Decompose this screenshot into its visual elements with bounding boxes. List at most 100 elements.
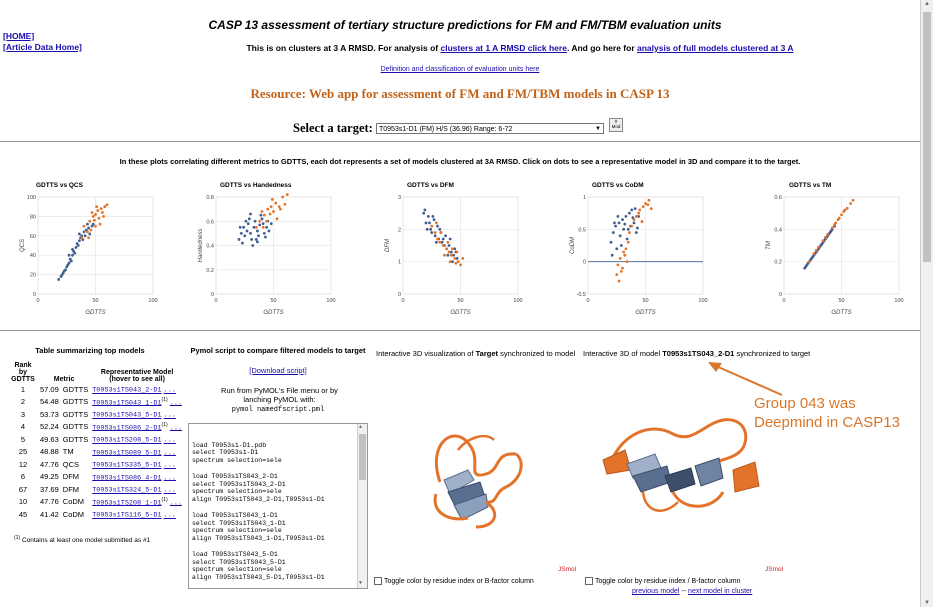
previous-model-link[interactable]: previous model bbox=[632, 588, 680, 595]
data-point bbox=[619, 269, 623, 273]
model-link[interactable]: T0953s1TS116_5-D1 bbox=[92, 511, 162, 520]
plot-svg[interactable]: 0 1 2 3 0 50 100 GDTTS DFM bbox=[383, 182, 533, 322]
plot-title: GDTTS vs QCS bbox=[36, 182, 83, 189]
y-tick-label: 0.4 bbox=[206, 244, 214, 250]
model-link[interactable]: T0953s1TS086_4-D1 bbox=[92, 474, 162, 482]
target-toggle-checkbox[interactable] bbox=[374, 577, 382, 585]
more-models-link[interactable]: ... bbox=[169, 399, 183, 407]
target-jsmol-viewer[interactable]: JSmol bbox=[376, 362, 581, 574]
y-axis-label: TM bbox=[766, 241, 772, 250]
definition-link[interactable]: Definition and classification of evaluat… bbox=[380, 66, 540, 73]
pymol-script-textarea[interactable]: load T0953s1-D1.pdb select T0953s1-D1 sp… bbox=[188, 423, 368, 589]
more-models-link[interactable]: ... bbox=[163, 474, 176, 482]
plot-svg[interactable]: 0 0.2 0.4 0.6 0.8 0 50 100 GDTTS Handedness bbox=[196, 182, 346, 322]
y-tick-label: 100 bbox=[27, 195, 36, 201]
model-jsmol-viewer[interactable]: JSmol bbox=[583, 362, 788, 574]
page-scroll-down-icon[interactable]: ▼ bbox=[924, 600, 930, 606]
model-link[interactable]: T0953s1TS208_1-D1 bbox=[92, 499, 162, 507]
table-row: 45 41.42 CoDM T0953s1TS116_5-D1 ... bbox=[8, 508, 184, 521]
model-toggle-label: Toggle color by residue index / B-factor… bbox=[595, 577, 741, 585]
target-caption-pre: Interactive 3D visualization of bbox=[376, 349, 474, 358]
y-tick-label: 60 bbox=[30, 234, 36, 240]
data-point bbox=[283, 202, 287, 206]
data-point bbox=[254, 225, 258, 229]
next-model-link[interactable]: next model in cluster bbox=[688, 588, 753, 595]
script-scrollbar[interactable]: ▲ ▼ bbox=[357, 424, 367, 588]
model-link[interactable]: T0953s1TS043_1-D1 bbox=[92, 399, 162, 407]
data-point bbox=[82, 224, 86, 228]
data-point bbox=[422, 211, 426, 215]
data-point bbox=[57, 278, 61, 281]
data-point bbox=[821, 239, 825, 243]
pymol-title: Pymol script to compare filtered models … bbox=[190, 346, 366, 355]
data-point bbox=[432, 218, 436, 222]
plot-title: GDTTS vs DFM bbox=[407, 182, 454, 189]
model-toggle[interactable]: Toggle color by residue index / B-factor… bbox=[585, 577, 805, 585]
home-link[interactable]: [HOME] bbox=[3, 31, 35, 41]
model-link[interactable]: T0953s1TS086_2-D1 bbox=[92, 424, 162, 432]
model-link[interactable]: T0953s1TS324_5-D1 bbox=[92, 486, 162, 495]
page-scroll-thumb[interactable] bbox=[923, 12, 931, 262]
metric-cell: GDTTS bbox=[62, 434, 89, 444]
data-point bbox=[836, 218, 840, 222]
data-point bbox=[630, 224, 634, 228]
data-point bbox=[461, 257, 465, 260]
model-link[interactable]: T0953s1TS208_5-D1 bbox=[92, 436, 162, 445]
more-models-link[interactable]: ... bbox=[163, 411, 176, 420]
target-select[interactable]: T0953s1-D1 (FM) H/S (36.96) Range: 6-72 … bbox=[376, 123, 604, 134]
model-cell: T0953s1TS086_2-D1(1) ... bbox=[90, 421, 184, 434]
models-count-button[interactable]: # Mod bbox=[609, 118, 623, 132]
data-point bbox=[817, 245, 820, 249]
model-link[interactable]: T0953s1TS043_5-D1 bbox=[92, 411, 162, 420]
data-point bbox=[430, 224, 434, 228]
metric-cell: GDTTS bbox=[62, 409, 89, 419]
data-point bbox=[438, 227, 442, 231]
target-toggle[interactable]: Toggle color by residue index or B-facto… bbox=[374, 577, 564, 585]
value-cell: 48.88 bbox=[40, 447, 59, 457]
download-script-link[interactable]: [Download script] bbox=[249, 366, 307, 375]
data-point bbox=[444, 234, 447, 238]
more-models-link[interactable]: ... bbox=[163, 386, 176, 395]
model-link[interactable]: T0953s1TS335_5-D1 bbox=[92, 461, 162, 470]
more-models-link[interactable]: ... bbox=[163, 449, 176, 457]
scroll-up-icon[interactable]: ▲ bbox=[359, 424, 363, 430]
page-scrollbar[interactable]: ▲ ▼ bbox=[920, 0, 933, 607]
data-point bbox=[447, 250, 451, 254]
page-scroll-up-icon[interactable]: ▲ bbox=[924, 1, 930, 7]
plot-svg[interactable]: 0 20 40 60 80 100 0 50 100 GDTTS QCS bbox=[18, 182, 168, 322]
data-point bbox=[617, 221, 621, 225]
data-point bbox=[92, 218, 96, 222]
plot-svg[interactable]: 0 0.2 0.4 0.6 0 50 100 GDTTS TM bbox=[764, 182, 914, 322]
article-data-home-link[interactable]: [Article Data Home] bbox=[3, 42, 82, 52]
data-point bbox=[619, 244, 623, 247]
clusters-1a-link[interactable]: clusters at 1 A RMSD click here bbox=[440, 43, 567, 53]
more-models-link[interactable]: ... bbox=[163, 486, 176, 495]
model-link[interactable]: T0953s1TS089_5-D1 bbox=[92, 449, 162, 457]
data-point bbox=[433, 231, 437, 234]
more-models-link[interactable]: ... bbox=[163, 511, 176, 520]
scroll-down-icon[interactable]: ▼ bbox=[359, 580, 363, 587]
model-toggle-checkbox[interactable] bbox=[585, 577, 593, 585]
y-tick-label: 0.6 bbox=[774, 195, 782, 201]
rank-cell: 10 bbox=[18, 497, 28, 507]
rank-cell: 12 bbox=[18, 459, 28, 469]
subtitle-text-2: . And go here for bbox=[566, 43, 635, 53]
subtitle-text-1: This is on clusters at 3 A RMSD. For ana… bbox=[246, 43, 439, 53]
model-link[interactable]: T0953s1TS043_2-D1 bbox=[92, 386, 162, 395]
data-point bbox=[265, 225, 268, 229]
scroll-thumb[interactable] bbox=[359, 434, 366, 480]
data-point bbox=[86, 230, 89, 234]
more-models-link[interactable]: ... bbox=[169, 424, 183, 432]
metric-cell: DFM bbox=[62, 472, 80, 482]
data-point bbox=[804, 265, 808, 268]
more-models-link[interactable]: ... bbox=[169, 499, 183, 507]
data-point bbox=[246, 222, 250, 226]
data-point bbox=[425, 227, 429, 231]
more-models-link[interactable]: ... bbox=[163, 436, 176, 445]
full-models-link[interactable]: analysis of full models clustered at 3 A bbox=[637, 43, 794, 53]
more-models-link[interactable]: ... bbox=[163, 461, 176, 470]
data-point bbox=[616, 263, 620, 267]
data-point bbox=[258, 219, 262, 223]
data-point bbox=[621, 266, 624, 270]
